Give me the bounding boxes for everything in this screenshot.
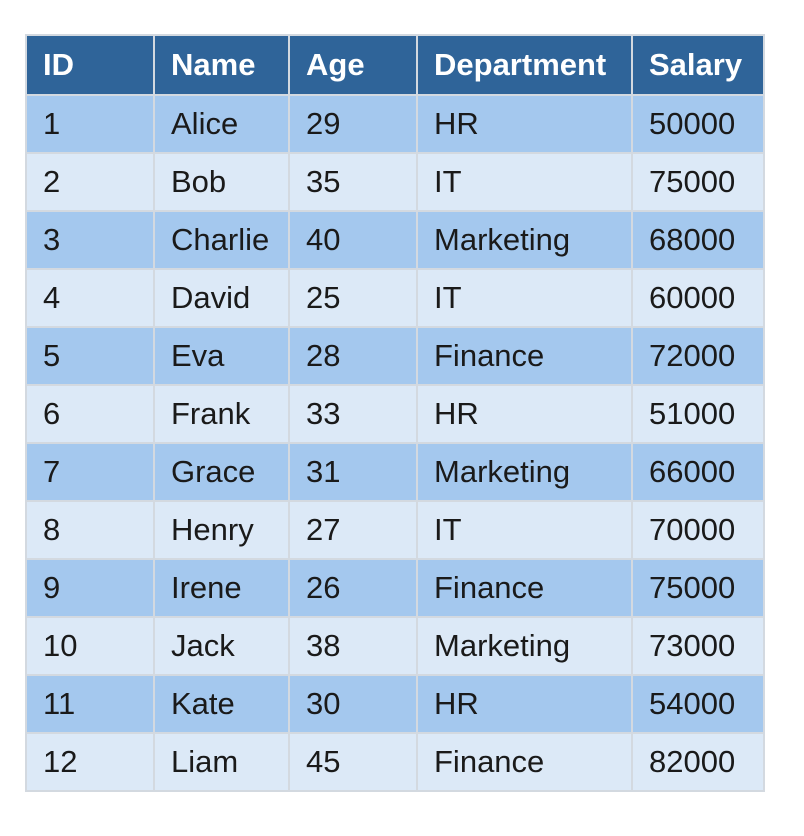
table-row: 3 Charlie 40 Marketing 68000: [25, 210, 765, 270]
table-row: 12 Liam 45 Finance 82000: [25, 732, 765, 792]
cell-name: Kate: [153, 674, 290, 734]
cell-age: 26: [288, 558, 418, 618]
cell-age: 30: [288, 674, 418, 734]
table-row: 2 Bob 35 IT 75000: [25, 152, 765, 212]
cell-name: Alice: [153, 94, 290, 154]
cell-department: Marketing: [416, 442, 633, 502]
table-row: 6 Frank 33 HR 51000: [25, 384, 765, 444]
cell-salary: 72000: [631, 326, 765, 386]
employee-table: ID Name Age Department Salary 1 Alice 29 HR…: [25, 34, 765, 792]
column-header-salary: Salary: [631, 34, 765, 96]
table-header: ID Name Age Department Salary: [25, 34, 765, 96]
cell-age: 31: [288, 442, 418, 502]
cell-salary: 73000: [631, 616, 765, 676]
cell-department: HR: [416, 94, 633, 154]
cell-age: 38: [288, 616, 418, 676]
cell-age: 45: [288, 732, 418, 792]
table-row: 7 Grace 31 Marketing 66000: [25, 442, 765, 502]
cell-salary: 66000: [631, 442, 765, 502]
cell-department: HR: [416, 674, 633, 734]
cell-age: 35: [288, 152, 418, 212]
cell-salary: 68000: [631, 210, 765, 270]
cell-id: 6: [25, 384, 155, 444]
cell-age: 29: [288, 94, 418, 154]
cell-department: IT: [416, 152, 633, 212]
column-header-id: ID: [25, 34, 155, 96]
cell-id: 4: [25, 268, 155, 328]
cell-name: Henry: [153, 500, 290, 560]
cell-department: Finance: [416, 558, 633, 618]
cell-name: Liam: [153, 732, 290, 792]
cell-id: 8: [25, 500, 155, 560]
cell-name: Frank: [153, 384, 290, 444]
cell-salary: 70000: [631, 500, 765, 560]
column-header-age: Age: [288, 34, 418, 96]
cell-id: 7: [25, 442, 155, 502]
cell-department: Finance: [416, 326, 633, 386]
cell-name: Charlie: [153, 210, 290, 270]
cell-department: IT: [416, 268, 633, 328]
cell-salary: 60000: [631, 268, 765, 328]
cell-age: 40: [288, 210, 418, 270]
table-row: 4 David 25 IT 60000: [25, 268, 765, 328]
cell-salary: 51000: [631, 384, 765, 444]
cell-department: Marketing: [416, 616, 633, 676]
cell-name: Eva: [153, 326, 290, 386]
table-row: 10 Jack 38 Marketing 73000: [25, 616, 765, 676]
cell-salary: 50000: [631, 94, 765, 154]
cell-department: Marketing: [416, 210, 633, 270]
cell-salary: 75000: [631, 558, 765, 618]
table-row: 1 Alice 29 HR 50000: [25, 94, 765, 154]
cell-department: HR: [416, 384, 633, 444]
cell-name: Bob: [153, 152, 290, 212]
cell-salary: 75000: [631, 152, 765, 212]
cell-department: IT: [416, 500, 633, 560]
cell-age: 27: [288, 500, 418, 560]
cell-age: 33: [288, 384, 418, 444]
header-row: ID Name Age Department Salary: [25, 34, 765, 96]
cell-id: 3: [25, 210, 155, 270]
cell-age: 28: [288, 326, 418, 386]
table-row: 9 Irene 26 Finance 75000: [25, 558, 765, 618]
column-header-name: Name: [153, 34, 290, 96]
cell-salary: 54000: [631, 674, 765, 734]
cell-id: 2: [25, 152, 155, 212]
cell-salary: 82000: [631, 732, 765, 792]
cell-id: 1: [25, 94, 155, 154]
cell-age: 25: [288, 268, 418, 328]
cell-name: Jack: [153, 616, 290, 676]
cell-name: David: [153, 268, 290, 328]
cell-id: 11: [25, 674, 155, 734]
cell-department: Finance: [416, 732, 633, 792]
table-body: 1 Alice 29 HR 50000 2 Bob 35 IT 75000 3 Charlie 40 Ma…: [25, 94, 765, 792]
cell-name: Irene: [153, 558, 290, 618]
cell-id: 10: [25, 616, 155, 676]
column-header-department: Department: [416, 34, 633, 96]
cell-id: 12: [25, 732, 155, 792]
table-row: 11 Kate 30 HR 54000: [25, 674, 765, 734]
cell-name: Grace: [153, 442, 290, 502]
cell-id: 9: [25, 558, 155, 618]
table-row: 8 Henry 27 IT 70000: [25, 500, 765, 560]
employee-table-container: ID Name Age Department Salary 1 Alice 29 HR…: [25, 34, 765, 792]
cell-id: 5: [25, 326, 155, 386]
table-row: 5 Eva 28 Finance 72000: [25, 326, 765, 386]
